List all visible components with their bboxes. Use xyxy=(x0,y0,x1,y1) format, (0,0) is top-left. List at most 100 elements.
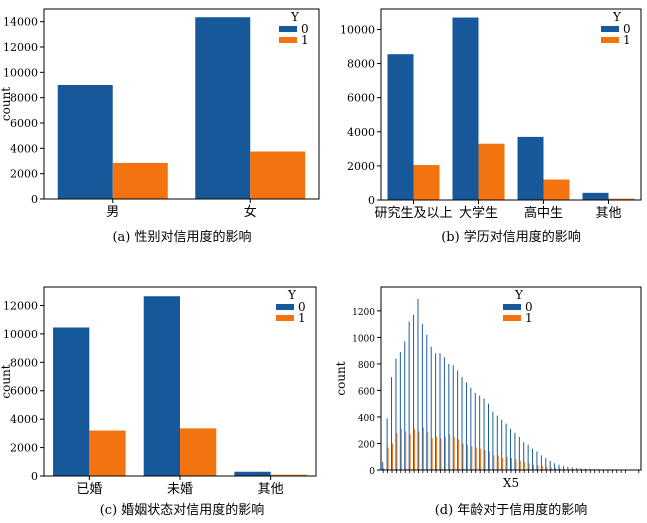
y-tick-label: 4000 xyxy=(347,126,375,139)
bar-y1-age-49 xyxy=(506,456,508,470)
bar-y0-age-43 xyxy=(479,395,481,470)
bar-y1-age-58 xyxy=(546,466,548,470)
bar-y0-age-48 xyxy=(501,419,503,470)
bar-y0-age-25 xyxy=(399,351,401,470)
x-tick-label: 未婚 xyxy=(167,482,193,497)
legend-swatch-y1 xyxy=(276,315,294,321)
bar-y0-已婚 xyxy=(53,327,90,476)
plot-frame xyxy=(380,8,642,201)
bar-y1-age-60 xyxy=(555,468,557,470)
plot-frame xyxy=(43,286,317,477)
y-tick-label: 14000 xyxy=(3,16,38,29)
bar-y0-age-51 xyxy=(514,432,516,470)
bar-y1-研究生及以上 xyxy=(413,165,440,200)
bar-y1-age-26 xyxy=(405,431,407,470)
legend-title: Y xyxy=(514,288,524,302)
legend-swatch-y0 xyxy=(276,304,294,310)
y-tick-label: 10000 xyxy=(3,328,38,341)
bar-y0-age-31 xyxy=(426,334,428,470)
bar-y0-age-28 xyxy=(413,314,415,470)
bar-y1-age-35 xyxy=(444,436,446,470)
x-tick-label: 女 xyxy=(244,204,257,220)
bar-y0-age-63 xyxy=(567,466,569,470)
bar-y0-age-61 xyxy=(558,464,560,470)
bar-y0-age-26 xyxy=(404,341,406,470)
bar-y0-age-64 xyxy=(571,467,573,470)
bar-y1-age-44 xyxy=(484,450,486,470)
bar-y0-age-62 xyxy=(562,466,564,470)
bar-y0-age-49 xyxy=(505,423,507,470)
bar-y1-age-37 xyxy=(453,436,455,470)
y-tick-label: 1000 xyxy=(352,334,375,344)
panel-caption: (b) 学历对信用度的影响 xyxy=(441,229,581,245)
bar-y1-已婚 xyxy=(89,430,126,476)
legend: Y01 xyxy=(279,10,309,47)
bar-y0-age-39 xyxy=(461,377,463,470)
bar-y0-其他 xyxy=(582,192,609,200)
legend-swatch-y1 xyxy=(601,37,619,43)
bar-y1-age-47 xyxy=(497,455,499,470)
bar-y0-age-21 xyxy=(382,462,384,470)
bar-y0-age-34 xyxy=(439,353,441,470)
bar-y1-大学生 xyxy=(478,143,505,200)
bar-y0-age-35 xyxy=(443,357,445,470)
y-tick-label: 2000 xyxy=(10,442,38,455)
y-tick-label: 400 xyxy=(358,414,375,424)
y-tick-label: 2000 xyxy=(10,168,38,181)
x-tick-label: 研究生及以上 xyxy=(374,206,452,221)
y-tick-label: 800 xyxy=(358,361,375,371)
legend: Y01 xyxy=(503,288,533,325)
bar-y1-age-33 xyxy=(436,436,438,470)
legend-swatch-y0 xyxy=(601,26,619,32)
bar-y0-age-68 xyxy=(589,468,591,470)
bar-y1-age-32 xyxy=(431,438,433,470)
bar-y1-女 xyxy=(250,151,306,199)
bar-y0-age-27 xyxy=(408,321,410,470)
bar-y1-age-51 xyxy=(515,459,517,470)
bar-y1-age-50 xyxy=(511,458,512,470)
bar-y0-其他 xyxy=(234,471,271,476)
bar-y0-age-45 xyxy=(487,403,489,470)
bar-y1-age-22 xyxy=(387,447,389,470)
y-tick-label: 12000 xyxy=(3,299,38,312)
bar-y1-age-48 xyxy=(502,458,504,470)
bar-y0-男 xyxy=(57,85,113,199)
bar-y1-age-53 xyxy=(524,462,526,470)
bar-y0-age-36 xyxy=(448,363,450,470)
y-tick-label: 0 xyxy=(31,470,38,483)
bar-y0-age-66 xyxy=(580,468,582,470)
y-tick-label: 6000 xyxy=(10,117,38,130)
x-axis-label: X5 xyxy=(503,476,519,490)
bar-y1-未婚 xyxy=(180,428,217,476)
bar-y1-age-27 xyxy=(409,434,411,470)
bar-y0-age-58 xyxy=(545,458,547,470)
y-tick-label: 10000 xyxy=(340,23,375,36)
bar-y1-高中生 xyxy=(543,179,570,200)
legend-label-y0: 0 xyxy=(298,300,306,314)
y-tick-label: 4000 xyxy=(10,413,38,426)
bar-y0-age-41 xyxy=(470,387,472,470)
x-tick-label: 男 xyxy=(106,205,119,220)
bar-y1-age-23 xyxy=(392,443,393,470)
y-tick-label: 12000 xyxy=(3,41,38,54)
legend-title: Y xyxy=(612,10,622,24)
legend-label-y1: 1 xyxy=(301,33,309,47)
y-tick-label: 6000 xyxy=(10,385,38,398)
chart-panel-b: 研究生及以上 大学生 高中生 其他0200040006000800010000Y01(… xyxy=(340,8,642,245)
legend-label-y0: 0 xyxy=(623,22,631,36)
bar-y0-age-30 xyxy=(421,324,423,470)
legend-label-y0: 0 xyxy=(301,22,309,36)
bar-y0-age-57 xyxy=(540,455,542,470)
legend-title: Y xyxy=(290,10,300,24)
bar-y0-age-44 xyxy=(483,398,485,470)
y-tick-label: 200 xyxy=(358,440,375,450)
bar-y1-age-30 xyxy=(422,427,424,470)
y-tick-label: 10000 xyxy=(3,66,38,79)
legend: Y01 xyxy=(601,10,631,47)
bar-y1-age-28 xyxy=(414,428,416,470)
bar-y0-age-53 xyxy=(523,442,525,470)
bar-y1-男 xyxy=(112,162,168,199)
bar-y0-age-38 xyxy=(457,370,459,470)
